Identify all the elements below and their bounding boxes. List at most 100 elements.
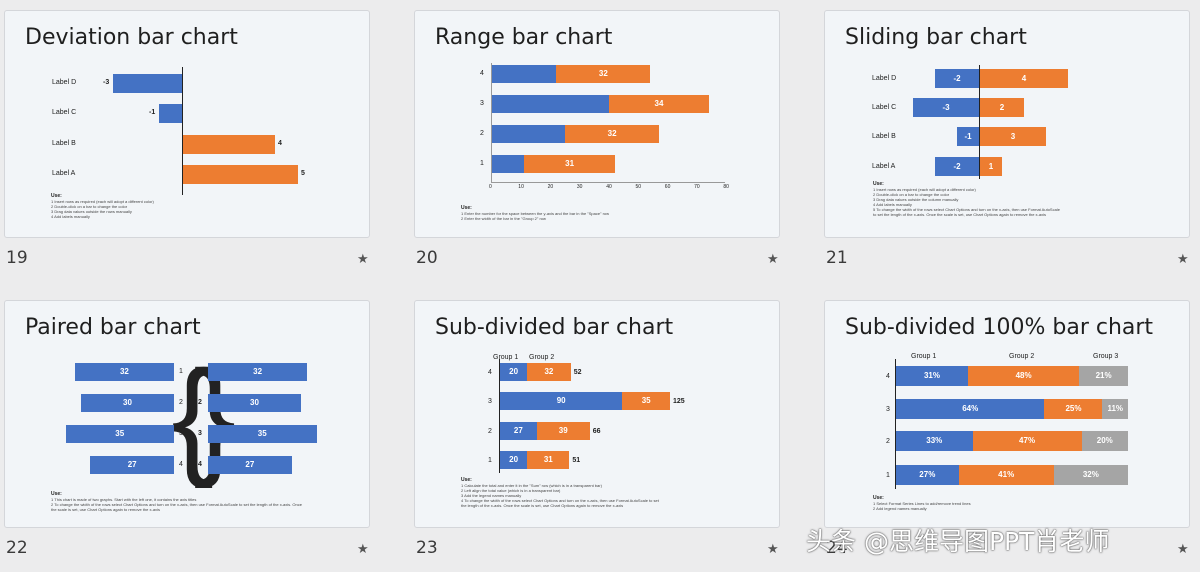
legend-label: Group 1 bbox=[493, 354, 519, 361]
note-line: 1 Enter the number for the space between… bbox=[461, 211, 610, 216]
total-label: 52 bbox=[573, 369, 582, 376]
tick-label: 50 bbox=[635, 184, 642, 190]
bar: -2 bbox=[935, 69, 979, 88]
note-line: 1 Select Format Series Lines to add/remo… bbox=[873, 501, 971, 506]
note-line: 4 Add labels manually bbox=[51, 214, 90, 219]
slide-number: 23 bbox=[416, 538, 438, 558]
data-label: -1 bbox=[149, 109, 156, 116]
category-label: 4 bbox=[488, 369, 492, 376]
bar bbox=[492, 155, 525, 173]
category-label: 1 bbox=[179, 368, 183, 375]
slide-notes: Use: 1 Insert rows as required (each wil… bbox=[51, 193, 154, 220]
data-label: 4 bbox=[278, 140, 282, 147]
bar: 31 bbox=[527, 451, 570, 469]
note-line: 2 Double-click on a bar to change the co… bbox=[51, 204, 128, 209]
note-line: 2 Double-click on a bar to change the co… bbox=[873, 192, 950, 197]
bar: 32 bbox=[565, 125, 659, 143]
bar: 31% bbox=[896, 366, 968, 386]
total-label: 51 bbox=[572, 457, 581, 464]
slide-notes: Use: 1 Insert rows as required (each wil… bbox=[873, 181, 1060, 218]
note-line: 2 Enter the width of the bar in the "Gro… bbox=[461, 216, 546, 221]
y-axis bbox=[979, 65, 980, 179]
category-label: 3 bbox=[886, 406, 890, 413]
slide-title: Paired bar chart bbox=[25, 315, 201, 340]
bar bbox=[113, 74, 182, 93]
bar: 64% bbox=[896, 399, 1045, 419]
note-line: 2 Add legend names manually bbox=[873, 506, 927, 511]
category-label: 2 bbox=[886, 438, 890, 445]
slide-thumbnail-22[interactable]: Paired bar chart {} 32 32 1 1 30 30 2 2 35 35 3 3 27 2… bbox=[4, 300, 370, 528]
star-icon[interactable]: ★ bbox=[1177, 541, 1189, 556]
star-icon[interactable]: ★ bbox=[767, 251, 779, 266]
bar: -2 bbox=[935, 157, 979, 176]
slide-title: Sliding bar chart bbox=[845, 25, 1027, 50]
bar: 35 bbox=[622, 392, 670, 410]
note-line: 1 Insert rows as required (each will ado… bbox=[873, 187, 976, 192]
chart: 32 4 34 3 32 2 31 1 0 10 20 30 40 50 60 70 80 bbox=[415, 11, 779, 237]
data-label: 5 bbox=[301, 170, 305, 177]
bar bbox=[492, 65, 557, 83]
note-line: 5 To change the width of the rows select… bbox=[873, 207, 1060, 212]
category-label: 3 bbox=[198, 430, 202, 437]
category-label: Label A bbox=[872, 163, 896, 170]
note-line: 1 Calculate the total and enter it in th… bbox=[461, 483, 602, 488]
bar: 27 bbox=[90, 456, 174, 474]
y-axis bbox=[895, 359, 896, 489]
slide-thumbnail-23[interactable]: Sub-divided bar chart Group 1 Group 2 20 32… bbox=[414, 300, 780, 528]
tick-label: 0 bbox=[489, 184, 492, 190]
bar: 4 bbox=[980, 69, 1068, 88]
tick-label: 40 bbox=[606, 184, 612, 190]
star-icon[interactable]: ★ bbox=[1177, 251, 1189, 266]
slide-title: Deviation bar chart bbox=[25, 25, 238, 50]
slide-thumbnail-19[interactable]: Deviation bar chart Label D -3 Label C -1 La… bbox=[4, 10, 370, 238]
bar bbox=[159, 104, 182, 123]
category-label: Label C bbox=[872, 104, 897, 111]
x-axis bbox=[491, 182, 726, 183]
bar: 2 bbox=[980, 98, 1024, 117]
note-line: 3 Add the legend names manually bbox=[461, 493, 522, 498]
bar: 11% bbox=[1102, 399, 1128, 419]
note-line: the scale is set, use Chart Options agai… bbox=[51, 507, 160, 512]
notes-heading: Use: bbox=[51, 193, 62, 199]
chart: Label D -3 Label C -1 Label B 4 Label A 5 bbox=[5, 11, 369, 237]
bar: 20% bbox=[1081, 431, 1128, 451]
note-line: to set the length of the x-axis. Once th… bbox=[873, 212, 1046, 217]
bar: 20 bbox=[500, 451, 528, 469]
category-label: 1 bbox=[480, 160, 484, 167]
data-label: -3 bbox=[103, 79, 110, 86]
bar: 32% bbox=[1053, 465, 1128, 485]
notes-heading: Use: bbox=[51, 491, 62, 497]
note-line: 3 Drag data values outside the column ma… bbox=[873, 197, 959, 202]
bar: -3 bbox=[913, 98, 979, 117]
bar: 31 bbox=[524, 155, 616, 173]
bar: 30 bbox=[208, 394, 301, 412]
bar bbox=[183, 165, 298, 184]
bar: 1 bbox=[980, 157, 1002, 176]
category-label: 4 bbox=[480, 70, 484, 77]
legend-label: Group 2 bbox=[529, 354, 555, 361]
bar: 27 bbox=[208, 456, 292, 474]
star-icon[interactable]: ★ bbox=[357, 251, 369, 266]
slide-thumbnail-20[interactable]: Range bar chart 32 4 34 3 32 2 31 1 0 10 20 30 40 50 6… bbox=[414, 10, 780, 238]
bar: 90 bbox=[500, 392, 623, 410]
slide-thumbnail-21[interactable]: Sliding bar chart -2 4 Label D -3 2 Label C -1… bbox=[824, 10, 1190, 238]
tick-label: 60 bbox=[664, 184, 671, 190]
note-line: 4 To change the width of the rows select… bbox=[461, 498, 659, 503]
note-line: 2 Left align the total value (which is i… bbox=[461, 488, 561, 493]
slide-title: Range bar chart bbox=[435, 25, 613, 50]
slide-number: 20 bbox=[416, 248, 438, 268]
category-label: Label B bbox=[52, 140, 76, 147]
star-icon[interactable]: ★ bbox=[767, 541, 779, 556]
bar: -1 bbox=[957, 127, 979, 146]
category-label: 2 bbox=[488, 428, 492, 435]
slide-thumbnail-24[interactable]: Sub-divided 100% bar chart Group 1 Group … bbox=[824, 300, 1190, 528]
tick-label: 80 bbox=[723, 184, 729, 190]
bar: 47% bbox=[972, 431, 1082, 451]
star-icon[interactable]: ★ bbox=[357, 541, 369, 556]
note-line: the length of the x-axis. Once the scale… bbox=[461, 503, 624, 508]
category-label: Label D bbox=[52, 79, 77, 86]
category-label: 4 bbox=[179, 461, 183, 468]
bar: 35 bbox=[208, 425, 317, 443]
bar: 32 bbox=[74, 363, 174, 381]
slide-number: 21 bbox=[826, 248, 848, 268]
